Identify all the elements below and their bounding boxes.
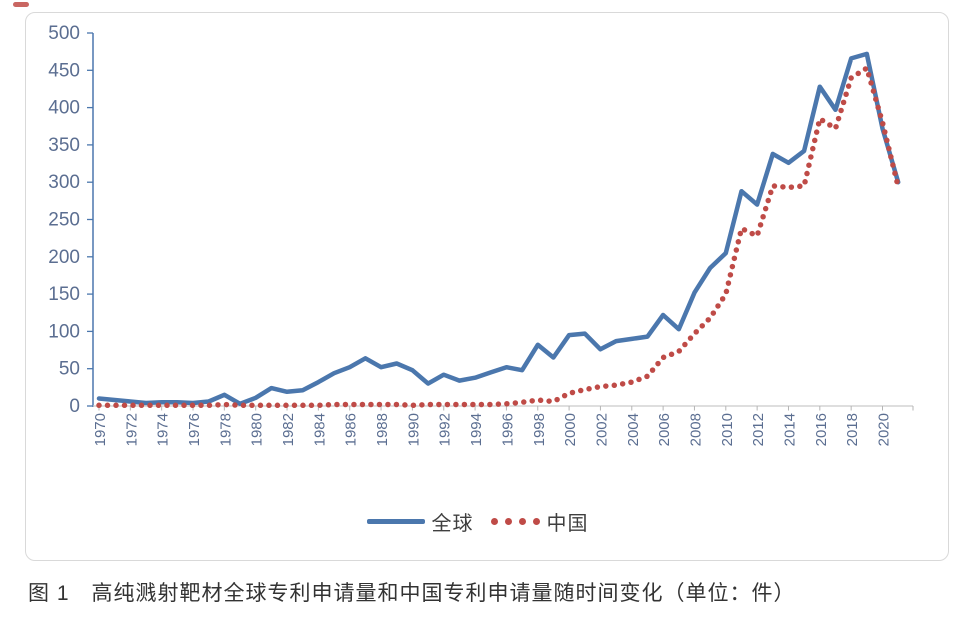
x-tick-label: 1998 [531,413,548,446]
legend-global-label: 全球 [431,513,474,535]
x-tick-label: 1994 [468,413,485,446]
y-tick-label: 500 [48,23,80,44]
x-tick-label: 2004 [625,413,642,446]
x-tick-label: 1984 [311,413,328,446]
x-tick-label: 2010 [719,413,736,446]
x-tick-label: 1972 [123,413,140,446]
y-tick-label: 400 [48,98,80,119]
y-tick-label: 300 [48,172,80,193]
series-global-line [96,51,901,407]
legend-china-label: 中国 [546,513,589,535]
y-tick-label: 150 [48,284,80,305]
x-tick-label: 1976 [186,413,203,446]
x-tick-label: 1982 [280,413,297,446]
x-tick-label: 2012 [750,413,767,446]
x-tick-label: 1970 [92,413,109,446]
x-tick-label: 2002 [593,413,610,446]
x-tick-label: 1980 [249,413,266,446]
x-tick-label: 2016 [813,413,830,446]
legend-dot [518,518,526,525]
stray-red-mark [13,2,29,7]
x-tick-label: 2018 [844,413,861,446]
x-axis: 1970 1972 1974 1976 1978 1980 1982 1984 1986 1988… [92,405,914,446]
x-tick-label: 2020 [876,413,893,446]
legend-china-dots-swatch [490,518,540,525]
series-china-dotted-line [96,63,901,409]
legend-global-line-swatch [366,519,425,524]
y-tick-label: 450 [48,60,80,81]
x-tick-label: 1988 [374,413,391,446]
x-tick-label: 1996 [499,413,516,446]
x-tick-label: 1990 [405,413,422,446]
y-tick-label: 200 [48,247,80,268]
y-tick-label: 350 [48,135,80,156]
legend-dot [504,518,512,525]
y-tick-label: 100 [48,321,80,342]
x-tick-label: 1978 [217,413,234,446]
legend-dot [490,518,498,525]
y-tick-label: 50 [59,359,80,380]
legend-dot [532,518,540,525]
chart-frame [25,12,949,561]
x-tick-label: 2008 [687,413,704,446]
figure-caption: 图 1 高纯溅射靶材全球专利申请量和中国专利申请量随时间变化（单位：件） [28,582,796,605]
x-tick-label: 1992 [437,413,454,446]
y-axis: 0 50 100 150 200 250 300 350 400 450 500 [48,23,94,417]
legend: 全球 中国 [0,507,955,536]
x-tick-label: 1986 [343,413,360,446]
x-tick-label: 2006 [656,413,673,446]
x-tick-label: 1974 [155,413,172,446]
y-tick-label: 0 [69,396,80,417]
x-tick-label: 2000 [562,413,579,446]
y-tick-label: 250 [48,210,80,231]
x-tick-label: 2014 [781,413,798,446]
